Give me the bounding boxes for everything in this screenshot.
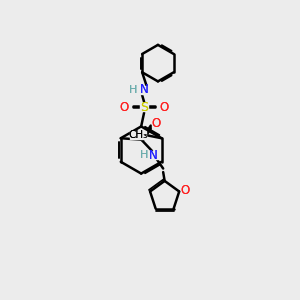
Text: H: H xyxy=(140,150,148,160)
Text: O: O xyxy=(159,101,169,114)
Bar xyxy=(140,103,148,111)
Text: O: O xyxy=(152,117,161,130)
Bar xyxy=(152,120,160,128)
Text: N: N xyxy=(149,148,158,161)
Text: H: H xyxy=(129,85,137,94)
Text: O: O xyxy=(152,117,161,130)
Text: O: O xyxy=(181,184,190,197)
Text: O: O xyxy=(120,101,129,114)
Text: N: N xyxy=(140,83,148,96)
Bar xyxy=(120,103,128,111)
Text: H: H xyxy=(140,150,148,160)
Text: O: O xyxy=(181,184,190,197)
Text: H: H xyxy=(129,85,137,94)
Bar xyxy=(181,187,189,195)
Text: O: O xyxy=(159,101,169,114)
Bar xyxy=(160,103,168,111)
Bar xyxy=(138,151,159,159)
Text: O: O xyxy=(120,101,129,114)
Text: N: N xyxy=(149,148,158,161)
Text: N: N xyxy=(140,83,148,96)
Text: S: S xyxy=(140,101,148,114)
Text: S: S xyxy=(140,101,148,114)
Text: CH₃: CH₃ xyxy=(128,130,148,140)
Text: CH₃: CH₃ xyxy=(128,130,148,140)
Bar xyxy=(128,85,149,94)
Bar xyxy=(130,131,146,140)
